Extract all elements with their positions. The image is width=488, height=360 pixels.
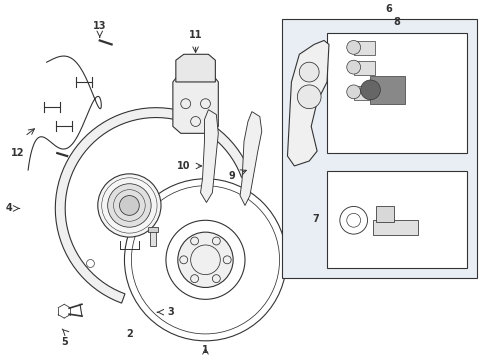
Circle shape	[107, 184, 151, 227]
Text: 5: 5	[61, 337, 67, 347]
Text: 7: 7	[312, 214, 319, 224]
Bar	[353, 86, 375, 100]
Bar	[353, 61, 375, 75]
Text: 8: 8	[393, 17, 400, 27]
Text: 12: 12	[11, 148, 24, 158]
Circle shape	[178, 232, 233, 288]
Circle shape	[297, 85, 321, 109]
Text: 3: 3	[166, 307, 173, 317]
Circle shape	[360, 80, 380, 100]
Text: 2: 2	[126, 329, 133, 339]
Circle shape	[346, 40, 360, 54]
Circle shape	[346, 60, 360, 74]
Text: 13: 13	[93, 21, 106, 31]
Polygon shape	[173, 72, 218, 133]
Text: 1: 1	[202, 345, 208, 355]
Polygon shape	[176, 54, 215, 82]
Bar	[373, 220, 417, 235]
Text: 4: 4	[6, 203, 13, 213]
Circle shape	[346, 85, 360, 99]
Bar	[353, 41, 375, 55]
Text: 9: 9	[228, 171, 235, 181]
Bar	[326, 32, 467, 153]
Bar	[326, 171, 467, 268]
Bar	[376, 206, 393, 222]
Circle shape	[98, 174, 161, 237]
Text: 6: 6	[385, 4, 392, 14]
Polygon shape	[200, 110, 218, 203]
Bar	[150, 230, 156, 246]
Circle shape	[299, 62, 319, 82]
Text: 10: 10	[177, 161, 190, 171]
Polygon shape	[287, 40, 328, 166]
Bar	[281, 19, 476, 278]
Polygon shape	[55, 108, 250, 303]
Circle shape	[119, 195, 139, 215]
Bar	[148, 227, 158, 232]
Bar	[370, 76, 404, 104]
Polygon shape	[240, 112, 261, 206]
Text: 11: 11	[188, 31, 202, 40]
